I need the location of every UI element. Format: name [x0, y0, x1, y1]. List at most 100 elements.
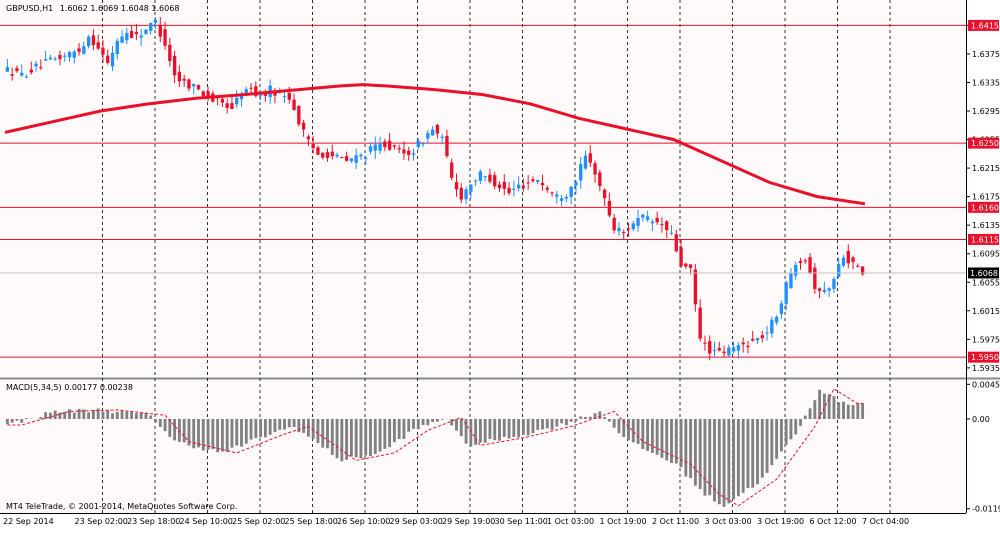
- time-tick-label: 25 Sep 02:00: [232, 517, 285, 526]
- svg-text:1.6068: 1.6068: [970, 269, 998, 278]
- candle-body: [344, 156, 349, 161]
- candle-body: [311, 144, 315, 149]
- time-tick-label: 25 Sep 18:00: [285, 517, 338, 526]
- candle-body: [254, 86, 258, 96]
- candle-body: [817, 288, 822, 291]
- candle-body: [507, 187, 511, 194]
- candle-body: [435, 124, 440, 134]
- candle-body: [779, 303, 784, 315]
- candle-body: [354, 155, 358, 163]
- candle-body: [407, 150, 411, 155]
- candle-body: [20, 72, 24, 76]
- candle-body: [301, 122, 306, 130]
- candle-body: [574, 181, 578, 186]
- level-label: 1.6250: [971, 139, 999, 148]
- candle-body: [564, 196, 569, 199]
- candle-body: [239, 96, 244, 100]
- candle-body: [364, 157, 368, 159]
- candle-body: [144, 29, 148, 34]
- candle-body: [316, 147, 320, 155]
- candle-body: [569, 186, 573, 197]
- candle-body: [602, 189, 607, 199]
- candle-body: [325, 152, 330, 158]
- candle-body: [808, 257, 812, 273]
- level-label: 1.6160: [971, 203, 999, 212]
- candle-body: [416, 140, 420, 148]
- candle-body: [340, 157, 344, 159]
- time-tick-label: 6 Oct 12:00: [810, 517, 857, 526]
- main-plot-area[interactable]: [0, 0, 966, 377]
- level-label-box: [968, 201, 999, 213]
- candle-body: [660, 224, 664, 226]
- level-label-box: [968, 137, 999, 149]
- level-label-box: [968, 233, 999, 245]
- candle-body: [798, 261, 803, 264]
- candle-body: [10, 74, 14, 76]
- candle-body: [110, 52, 115, 67]
- candle-body: [297, 106, 301, 125]
- macd-tick-label: -0.0119: [972, 505, 1000, 514]
- macd-plot-area[interactable]: [0, 380, 966, 513]
- candle-body: [540, 182, 545, 186]
- candle-body: [58, 55, 62, 60]
- candle-body: [383, 141, 387, 148]
- candle-body: [712, 349, 717, 351]
- candle-body: [196, 85, 201, 90]
- candle-body: [755, 338, 760, 341]
- candle-body: [617, 227, 621, 232]
- candle-body: [163, 29, 167, 46]
- time-tick-label: 22 Sep 2014: [3, 517, 54, 526]
- candle-body: [550, 192, 554, 194]
- candle-body: [607, 200, 612, 216]
- candle-body: [655, 217, 659, 223]
- candle-body: [43, 59, 48, 61]
- candle-body: [373, 144, 377, 151]
- candle-body: [134, 31, 139, 35]
- price-tick-label: 1.6135: [972, 221, 1000, 230]
- candle-body: [67, 52, 72, 58]
- candle-body: [77, 48, 81, 52]
- candle-body: [101, 47, 105, 55]
- price-tick-label: 1.6215: [972, 164, 1000, 173]
- price-tick-label: 1.5975: [972, 335, 1000, 344]
- candle-body: [622, 232, 626, 234]
- candle-body: [751, 338, 755, 341]
- candle-body: [306, 136, 311, 140]
- candle-body: [650, 221, 655, 224]
- candle-body: [72, 51, 76, 58]
- moving-average-line: [4, 83, 866, 206]
- candle-body: [784, 282, 788, 304]
- candle-body: [708, 341, 712, 354]
- candle-body: [665, 221, 669, 231]
- candle-body: [63, 55, 67, 57]
- candle-body: [230, 103, 234, 110]
- candle-body: [636, 217, 640, 226]
- candle-body: [287, 92, 291, 100]
- candle-body: [450, 162, 454, 178]
- candle-body: [736, 345, 741, 351]
- candle-body: [669, 232, 674, 234]
- candle-body: [516, 184, 521, 189]
- candle-body: [502, 181, 506, 189]
- current-price-label: 1.6068: [968, 267, 999, 279]
- price-tick-label: 1.6295: [972, 107, 1000, 116]
- time-tick-label: 24 Sep 10:00: [180, 517, 233, 526]
- candle-body: [392, 145, 397, 147]
- level-label: 1.6115: [971, 235, 999, 244]
- candlesticks: [5, 16, 865, 361]
- candle-body: [182, 78, 186, 81]
- candle-body: [464, 189, 468, 200]
- candle-body: [192, 84, 196, 87]
- time-tick-label: 3 Oct 03:00: [705, 517, 752, 526]
- candle-body: [48, 57, 53, 60]
- time-tick-label: 2 Oct 11:00: [652, 517, 699, 526]
- candle-body: [5, 67, 10, 72]
- macd-signal-line: [7, 388, 863, 507]
- candle-body: [258, 94, 263, 96]
- candle-body: [841, 257, 846, 266]
- macd-histogram: [5, 389, 865, 507]
- candle-body: [120, 36, 124, 43]
- macd-tick-label: 0.00459: [972, 380, 1000, 389]
